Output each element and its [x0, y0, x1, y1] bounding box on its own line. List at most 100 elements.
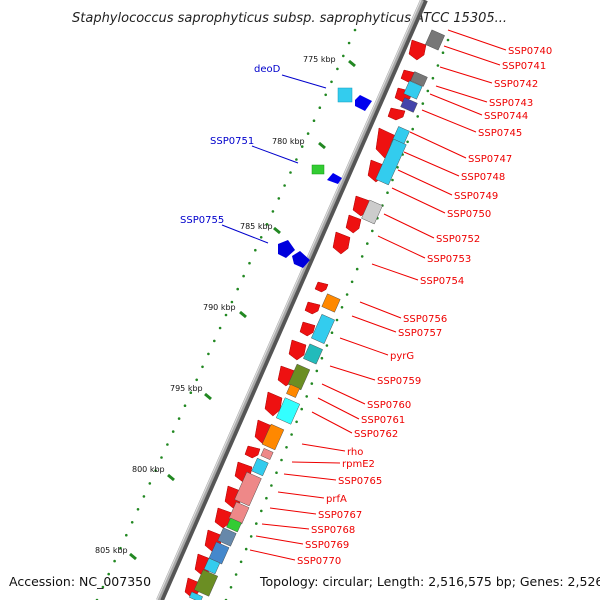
- gene-box: [275, 397, 301, 425]
- guide-dot: [130, 521, 134, 524]
- guide-dot: [213, 339, 216, 343]
- gene-label: SSP0761: [361, 415, 405, 426]
- gene-box: [193, 569, 219, 597]
- guide-dot: [280, 458, 283, 462]
- guide-dot: [300, 145, 304, 148]
- guide-dot: [396, 166, 399, 169]
- gene-label: SSP0742: [494, 79, 538, 90]
- guide-dot: [416, 115, 420, 118]
- leader-line: [221, 224, 269, 244]
- guide-dot: [207, 352, 210, 356]
- guide-dot: [254, 248, 257, 252]
- guide-dot: [265, 223, 269, 226]
- guide-dot: [230, 300, 234, 304]
- guide-dot: [335, 318, 339, 322]
- genome-title: Staphylococcus saprophyticus subsp. sapr…: [72, 11, 507, 26]
- gene-arrow: [264, 391, 283, 417]
- gene-arrow: [355, 95, 372, 111]
- guide-dot: [265, 496, 268, 500]
- guide-dot: [421, 102, 425, 105]
- guide-dot: [119, 546, 122, 550]
- leader-line: [321, 383, 366, 405]
- gene-box: [226, 517, 242, 533]
- guide-dot: [325, 344, 329, 347]
- gene-label: SSP0749: [454, 191, 498, 202]
- gene-label: SSP0745: [478, 128, 522, 139]
- guide-dot: [148, 482, 152, 485]
- guide-dot: [355, 267, 359, 271]
- guide-dot: [218, 326, 222, 330]
- tick-mark: [239, 310, 247, 319]
- gene-label: SSP0750: [447, 209, 491, 220]
- leader-line: [291, 461, 341, 464]
- leader-line: [383, 213, 435, 239]
- guide-dot: [259, 236, 263, 239]
- gene-label: prfA: [326, 494, 347, 505]
- gene-arrow: [332, 231, 351, 255]
- leader-line: [447, 29, 507, 51]
- gene-box: [217, 527, 237, 547]
- leader-line: [277, 491, 325, 499]
- guide-dot: [166, 443, 169, 446]
- tick-mark: [204, 392, 212, 401]
- guide-dot: [244, 547, 248, 551]
- gene-arrow: [299, 321, 316, 337]
- leader-line: [371, 263, 419, 281]
- gene-box: [286, 384, 300, 398]
- gene-box: [425, 29, 445, 51]
- tick-label-800: 800 kbp: [132, 465, 165, 474]
- guide-dot: [249, 535, 253, 538]
- guide-dot: [229, 586, 233, 589]
- leader-line: [311, 411, 353, 434]
- forward-genes: deoD SSP0751 SSP0755: [180, 64, 372, 268]
- guide-dot: [142, 495, 146, 498]
- gene-label: pyrG: [390, 351, 414, 362]
- tick-label-795: 795 kbp: [170, 384, 203, 393]
- gene-box: [311, 314, 335, 344]
- guide-dot: [353, 28, 357, 32]
- guide-dot: [320, 356, 324, 360]
- guide-dot: [277, 197, 281, 200]
- gene-arrow: [327, 173, 342, 184]
- gene-box: [403, 80, 423, 100]
- gene-box: [303, 343, 323, 365]
- guide-dot: [113, 559, 116, 563]
- gene-arrow: [288, 339, 307, 361]
- gene-label: SSP0762: [354, 429, 398, 440]
- leader-line: [397, 169, 453, 196]
- guide-dot: [295, 158, 298, 161]
- guide-dot: [371, 229, 374, 233]
- guide-dot: [342, 54, 345, 58]
- gene-box: [203, 557, 221, 575]
- tick-label-790: 790 kbp: [203, 303, 236, 312]
- guide-dot: [336, 67, 339, 71]
- gene-label: rho: [347, 447, 363, 458]
- gene-label-deoD: deoD: [254, 64, 281, 75]
- guide-dot: [347, 41, 351, 45]
- gene-label: SSP0744: [484, 111, 528, 122]
- gene-label: SSP0768: [311, 525, 355, 536]
- guide-dot: [366, 242, 369, 245]
- guide-dot: [242, 274, 245, 278]
- leader-line: [339, 337, 389, 356]
- gene-label-SSP0755: SSP0755: [180, 215, 224, 226]
- leader-line: [435, 85, 488, 103]
- guide-dot: [312, 119, 316, 122]
- backbone: [156, 0, 428, 600]
- gene-label: SSP0741: [502, 61, 546, 72]
- leader-line: [317, 397, 360, 420]
- gene-box: [375, 138, 407, 186]
- guide-dot: [345, 293, 349, 296]
- backbone-highlight: [156, 0, 422, 600]
- leader-line: [329, 365, 376, 381]
- tick-mark: [273, 226, 281, 235]
- tick-mark: [318, 141, 326, 150]
- gene-label: SSP0769: [305, 540, 349, 551]
- guide-dot: [324, 93, 328, 97]
- gene-box: [261, 423, 285, 451]
- leader-line: [269, 507, 317, 515]
- gene-arrow: [408, 39, 427, 61]
- gene-label: SSP0747: [468, 154, 512, 165]
- guide-dot: [426, 89, 430, 93]
- leader-line: [443, 45, 501, 66]
